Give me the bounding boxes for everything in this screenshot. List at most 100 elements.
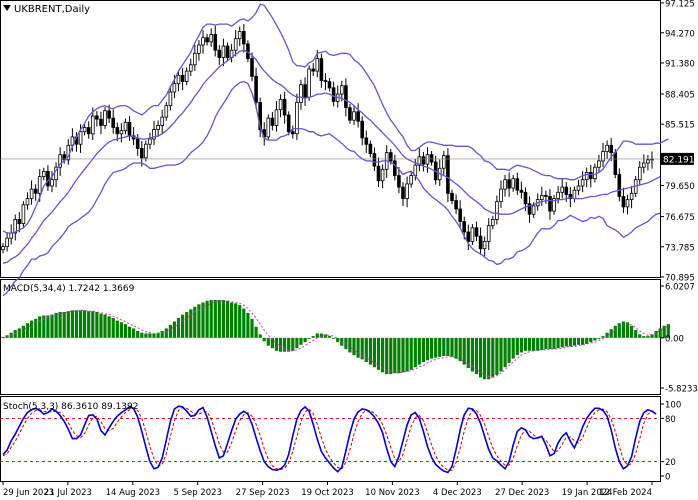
macd-histogram-bar	[307, 337, 311, 339]
macd-histogram-bar	[250, 318, 254, 338]
macd-histogram-bar	[454, 337, 458, 359]
macd-histogram-bar	[168, 324, 172, 338]
bear-candle	[454, 200, 458, 210]
bear-candle	[544, 194, 548, 197]
bear-candle	[127, 121, 132, 137]
bull-candle	[13, 218, 18, 234]
macd-histogram-bar	[262, 337, 266, 342]
bear-candle	[99, 118, 103, 126]
bull-candle	[176, 74, 181, 85]
date-tick-label: 27 Sep 2023	[236, 488, 290, 498]
macd-histogram-bar	[234, 303, 238, 338]
macd-histogram-bar	[172, 321, 176, 338]
macd-histogram-bar	[17, 328, 21, 338]
macd-title: MACD(5,34,4) 1.7242 1.3669	[3, 284, 135, 294]
macd-histogram-bar	[536, 337, 540, 351]
bull-candle	[352, 111, 356, 121]
bear-candle	[446, 155, 450, 194]
macd-histogram-bar	[654, 331, 658, 338]
bull-candle	[119, 130, 124, 135]
bull-candle	[274, 109, 279, 126]
stoch-pane	[0, 405, 660, 474]
macd-histogram-bar	[209, 300, 213, 338]
bear-candle	[519, 189, 524, 193]
bear-candle	[135, 138, 140, 149]
macd-histogram-bar	[95, 312, 99, 338]
macd-histogram-bar	[74, 310, 79, 338]
bull-candle	[646, 159, 650, 164]
bear-candle	[568, 193, 573, 199]
bear-candle	[621, 196, 626, 208]
bull-candle	[417, 156, 422, 166]
bear-candle	[458, 208, 462, 222]
bull-candle	[103, 110, 107, 126]
macd-histogram-bar	[507, 337, 511, 363]
bear-candle	[17, 218, 22, 224]
macd-histogram-bar	[462, 337, 466, 365]
macd-histogram-bar	[576, 337, 581, 345]
stoch-main-line	[2, 405, 657, 474]
bull-candle	[5, 237, 9, 247]
macd-histogram-bar	[393, 337, 397, 374]
bull-candle	[409, 175, 413, 185]
bull-candle	[192, 52, 197, 66]
macd-histogram-bar	[70, 310, 74, 338]
macd-histogram-bar	[425, 337, 430, 361]
macd-histogram-bar	[66, 311, 70, 338]
bear-candle	[466, 231, 471, 242]
bear-candle	[372, 153, 377, 167]
bull-candle	[148, 138, 152, 145]
macd-histogram-bar	[389, 337, 393, 375]
bull-candle	[601, 151, 605, 162]
macd-histogram-bar	[458, 337, 462, 362]
bull-candle	[156, 125, 160, 131]
macd-histogram-bar	[38, 316, 42, 338]
macd-pane	[1, 300, 670, 380]
bull-candle	[172, 83, 177, 93]
macd-histogram-bar	[185, 312, 189, 338]
bear-candle	[254, 75, 258, 103]
macd-histogram-bar	[311, 336, 315, 338]
macd-histogram-bar	[156, 332, 160, 338]
bear-candle	[515, 178, 520, 191]
bull-candle	[160, 116, 165, 126]
macd-histogram-bar	[474, 337, 479, 375]
bear-candle	[250, 58, 254, 77]
bear-candle	[617, 174, 622, 197]
bull-candle	[144, 143, 148, 159]
bear-candle	[474, 227, 479, 237]
macd-histogram-bar	[107, 316, 111, 338]
date-tick-label: 14 Aug 2023	[106, 488, 160, 498]
macd-tick-label: 0.00	[665, 334, 684, 344]
macd-histogram-bar	[258, 334, 262, 338]
bear-candle	[356, 111, 360, 122]
macd-histogram-bar	[21, 325, 25, 338]
macd-histogram-bar	[225, 300, 230, 338]
bear-candle	[319, 58, 324, 81]
bull-candle	[584, 171, 589, 181]
bull-candle	[91, 115, 95, 135]
bull-candle	[642, 162, 646, 168]
macd-histogram-bar	[605, 332, 609, 338]
bull-candle	[486, 225, 491, 242]
date-tick-label: 5 Sep 2023	[173, 488, 221, 498]
price-tick-label: 76.675	[665, 213, 695, 223]
macd-histogram-bar	[319, 333, 323, 338]
bull-candle	[629, 192, 634, 201]
bull-candle	[78, 131, 83, 145]
bull-candle	[9, 232, 14, 239]
macd-histogram-bar	[364, 337, 368, 362]
bear-candle	[217, 49, 222, 58]
bear-candle	[450, 192, 454, 202]
bear-candle	[376, 165, 381, 182]
macd-histogram-bar	[442, 337, 446, 356]
bull-candle	[1, 246, 5, 251]
bull-candle	[499, 188, 503, 203]
macd-histogram-bar	[385, 337, 389, 375]
bull-candle	[168, 91, 173, 107]
bear-candle	[564, 186, 569, 195]
bull-candle	[58, 154, 62, 168]
bear-candle	[270, 117, 275, 126]
